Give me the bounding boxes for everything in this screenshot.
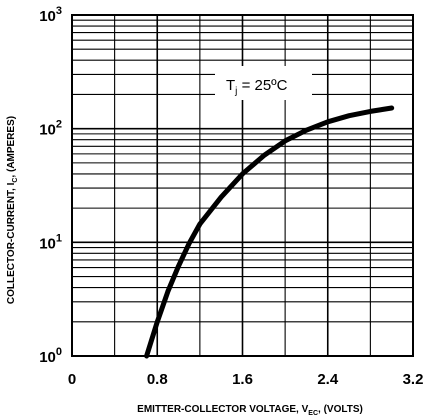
curves bbox=[144, 105, 395, 359]
y-tick-label: 102 bbox=[39, 119, 62, 139]
annotation-background bbox=[215, 66, 312, 100]
annotation-text: Tj = 25ºC bbox=[226, 77, 288, 97]
plot-frame bbox=[71, 14, 414, 357]
y-tick-label: 100 bbox=[39, 346, 62, 366]
y-tick-label: 103 bbox=[39, 5, 62, 25]
y-tick-label: 101 bbox=[39, 232, 62, 252]
x-tick-labels: 0 0.8 1.6 2.4 3.2 bbox=[68, 371, 424, 388]
x-tick-label: 3.2 bbox=[403, 371, 424, 388]
x-tick-label: 1.6 bbox=[232, 371, 253, 388]
x-tick-label: 2.4 bbox=[317, 371, 339, 388]
y-tick-labels: 100 101 102 103 bbox=[39, 5, 62, 366]
grid bbox=[72, 15, 413, 356]
annotation: Tj = 25ºC bbox=[215, 66, 312, 100]
x-axis-title: EMITTER-COLLECTOR VOLTAGE, VEC, (VOLTS) bbox=[137, 404, 363, 417]
y-axis-title: COLLECTOR-CURRENT, IC, (AMPERES) bbox=[6, 116, 19, 304]
series-line bbox=[144, 105, 395, 359]
x-tick-label: 0.8 bbox=[147, 371, 168, 388]
x-tick-label: 0 bbox=[68, 371, 76, 388]
